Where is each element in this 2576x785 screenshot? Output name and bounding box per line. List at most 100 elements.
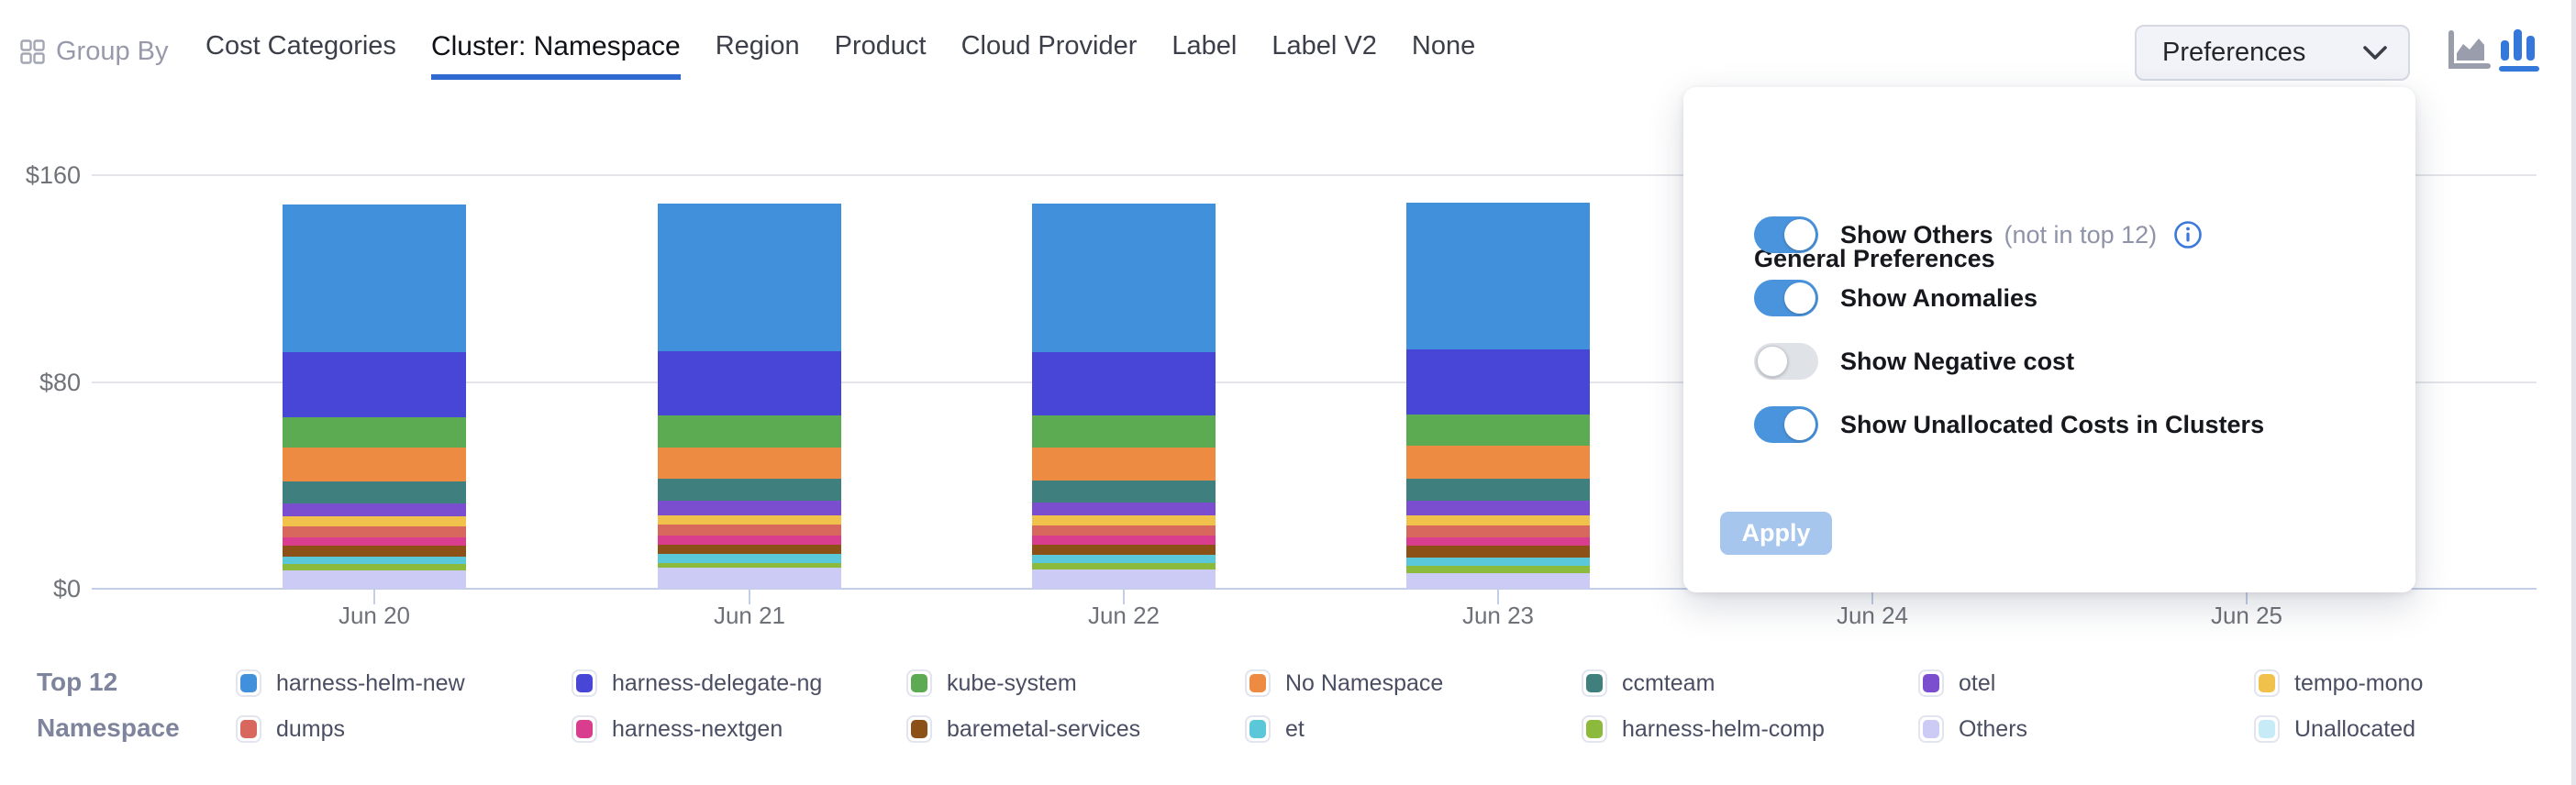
legend-swatch-baremetal-services xyxy=(906,715,932,743)
tab-label[interactable]: Label xyxy=(1171,31,1238,61)
tab-region[interactable]: Region xyxy=(715,31,800,61)
bar-segment-harness-helm-new-jun-23[interactable] xyxy=(1406,202,1590,350)
bar-segment-harness-delegate-ng-jun-22[interactable] xyxy=(1032,352,1216,416)
group-by-label: Group By xyxy=(56,37,169,66)
y-axis-label-80: $80 xyxy=(39,368,81,396)
legend-swatch-harness-delegate-ng xyxy=(572,669,597,697)
chevron-down-icon xyxy=(2362,45,2388,61)
legend-item-harness-helm-comp[interactable]: harness-helm-comp xyxy=(1582,715,1825,743)
bar-segment-harness-helm-new-jun-22[interactable] xyxy=(1032,204,1216,353)
legend-swatch-harness-nextgen xyxy=(572,715,597,743)
bar-segment-tempo-mono-jun-22[interactable] xyxy=(1032,514,1216,525)
apply-button[interactable]: Apply xyxy=(1720,512,1832,555)
legend-item-tempo-mono[interactable]: tempo-mono xyxy=(2254,669,2423,697)
bar-segment-no-namespace-jun-23[interactable] xyxy=(1406,445,1590,480)
legend-item-unallocated[interactable]: Unallocated xyxy=(2254,715,2415,743)
legend-swatch-ccmteam xyxy=(1582,669,1607,697)
bar-segment-harness-nextgen-jun-23[interactable] xyxy=(1406,536,1590,547)
bar-segment-kube-system-jun-20[interactable] xyxy=(283,416,466,448)
bar-segment-ccmteam-jun-20[interactable] xyxy=(283,481,466,503)
toggle-show-anomalies[interactable] xyxy=(1754,280,1818,316)
bar-segment-kube-system-jun-23[interactable] xyxy=(1406,414,1590,446)
tab-product[interactable]: Product xyxy=(834,31,927,61)
info-icon[interactable] xyxy=(2173,220,2203,249)
bar-segment-otel-jun-20[interactable] xyxy=(283,503,466,517)
bar-segment-et-jun-20[interactable] xyxy=(283,556,466,565)
bar-segment-dumps-jun-20[interactable] xyxy=(283,526,466,537)
bar-segment-harness-helm-comp-jun-23[interactable] xyxy=(1406,565,1590,574)
preference-label: Show Anomalies xyxy=(1840,283,2038,312)
toggle-show-unallocated-costs-in-clusters[interactable] xyxy=(1754,406,1818,443)
bar-segment-ccmteam-jun-22[interactable] xyxy=(1032,480,1216,503)
bar-segment-harness-delegate-ng-jun-23[interactable] xyxy=(1406,349,1590,415)
legend-item-harness-delegate-ng[interactable]: harness-delegate-ng xyxy=(572,669,822,697)
bar-segment-ccmteam-jun-21[interactable] xyxy=(658,479,841,502)
legend-label: Unallocated xyxy=(2294,715,2416,742)
bar-segment-kube-system-jun-22[interactable] xyxy=(1032,415,1216,448)
tab-cost-categories[interactable]: Cost Categories xyxy=(205,31,396,61)
tab-label-v2[interactable]: Label V2 xyxy=(1271,31,1377,61)
legend-item-kube-system[interactable]: kube-system xyxy=(906,669,1077,697)
bar-segment-baremetal-services-jun-22[interactable] xyxy=(1032,545,1216,556)
bar-segment-harness-helm-new-jun-20[interactable] xyxy=(283,205,466,353)
legend-item-baremetal-services[interactable]: baremetal-services xyxy=(906,715,1140,743)
bar-segment-dumps-jun-21[interactable] xyxy=(658,524,841,536)
bar-segment-others-jun-23[interactable] xyxy=(1406,573,1590,589)
preferences-dropdown-button[interactable]: Preferences xyxy=(2135,25,2410,81)
legend-item-otel[interactable]: otel xyxy=(1918,669,1995,697)
bar-segment-others-jun-22[interactable] xyxy=(1032,569,1216,589)
tab-none[interactable]: None xyxy=(1411,31,1476,61)
group-by-label-block: Group By xyxy=(20,37,169,67)
x-axis-label-jun-20: Jun 20 xyxy=(338,602,411,629)
x-axis-tick-jun-22 xyxy=(1123,590,1125,604)
bar-chart-icon[interactable] xyxy=(2497,26,2541,76)
page-scrollbar[interactable] xyxy=(2571,0,2576,785)
bar-segment-baremetal-services-jun-21[interactable] xyxy=(658,545,841,554)
gridline-80 xyxy=(92,381,2537,383)
bar-segment-baremetal-services-jun-23[interactable] xyxy=(1406,546,1590,558)
legend-item-ccmteam[interactable]: ccmteam xyxy=(1582,669,1715,697)
tab-cloud-provider[interactable]: Cloud Provider xyxy=(960,31,1138,61)
tab-cluster-namespace[interactable]: Cluster: Namespace xyxy=(430,31,681,80)
bar-segment-tempo-mono-jun-20[interactable] xyxy=(283,516,466,527)
bar-segment-harness-helm-comp-jun-22[interactable] xyxy=(1032,562,1216,569)
bar-segment-et-jun-21[interactable] xyxy=(658,553,841,563)
bar-segment-dumps-jun-23[interactable] xyxy=(1406,525,1590,537)
legend-item-harness-nextgen[interactable]: harness-nextgen xyxy=(572,715,783,743)
toggle-show-others[interactable] xyxy=(1754,216,1818,253)
bar-segment-ccmteam-jun-23[interactable] xyxy=(1406,479,1590,502)
legend-label: harness-helm-comp xyxy=(1622,715,1825,742)
bar-segment-no-namespace-jun-22[interactable] xyxy=(1032,448,1216,481)
bar-segment-others-jun-20[interactable] xyxy=(283,570,466,589)
legend-item-harness-helm-new[interactable]: harness-helm-new xyxy=(236,669,465,697)
bar-segment-harness-helm-new-jun-21[interactable] xyxy=(658,204,841,351)
bar-segment-otel-jun-23[interactable] xyxy=(1406,501,1590,515)
bar-segment-et-jun-22[interactable] xyxy=(1032,555,1216,563)
bar-segment-harness-nextgen-jun-21[interactable] xyxy=(658,536,841,546)
bar-segment-kube-system-jun-21[interactable] xyxy=(658,415,841,448)
bar-segment-harness-nextgen-jun-20[interactable] xyxy=(283,536,466,547)
bar-segment-harness-nextgen-jun-22[interactable] xyxy=(1032,536,1216,546)
legend-label: ccmteam xyxy=(1622,669,1715,696)
area-chart-icon[interactable] xyxy=(2444,29,2492,76)
x-axis-tick-jun-20 xyxy=(373,590,375,604)
legend-item-et[interactable]: et xyxy=(1245,715,1305,743)
bar-segment-tempo-mono-jun-21[interactable] xyxy=(658,514,841,525)
bar-segment-harness-helm-comp-jun-20[interactable] xyxy=(283,564,466,571)
legend-item-dumps[interactable]: dumps xyxy=(236,715,345,743)
bar-segment-dumps-jun-22[interactable] xyxy=(1032,525,1216,536)
bar-segment-no-namespace-jun-21[interactable] xyxy=(658,448,841,480)
bar-segment-tempo-mono-jun-23[interactable] xyxy=(1406,514,1590,525)
bar-segment-harness-delegate-ng-jun-20[interactable] xyxy=(283,352,466,417)
bar-segment-others-jun-21[interactable] xyxy=(658,568,841,589)
bar-segment-harness-delegate-ng-jun-21[interactable] xyxy=(658,350,841,416)
legend-item-others[interactable]: Others xyxy=(1918,715,2027,743)
bar-segment-baremetal-services-jun-20[interactable] xyxy=(283,546,466,557)
bar-segment-et-jun-23[interactable] xyxy=(1406,558,1590,566)
bar-segment-harness-helm-comp-jun-21[interactable] xyxy=(658,562,841,569)
legend-item-no-namespace[interactable]: No Namespace xyxy=(1245,669,1443,697)
bar-segment-otel-jun-21[interactable] xyxy=(658,501,841,515)
bar-segment-no-namespace-jun-20[interactable] xyxy=(283,448,466,482)
toggle-show-negative-cost[interactable] xyxy=(1754,343,1818,380)
bar-segment-otel-jun-22[interactable] xyxy=(1032,502,1216,515)
